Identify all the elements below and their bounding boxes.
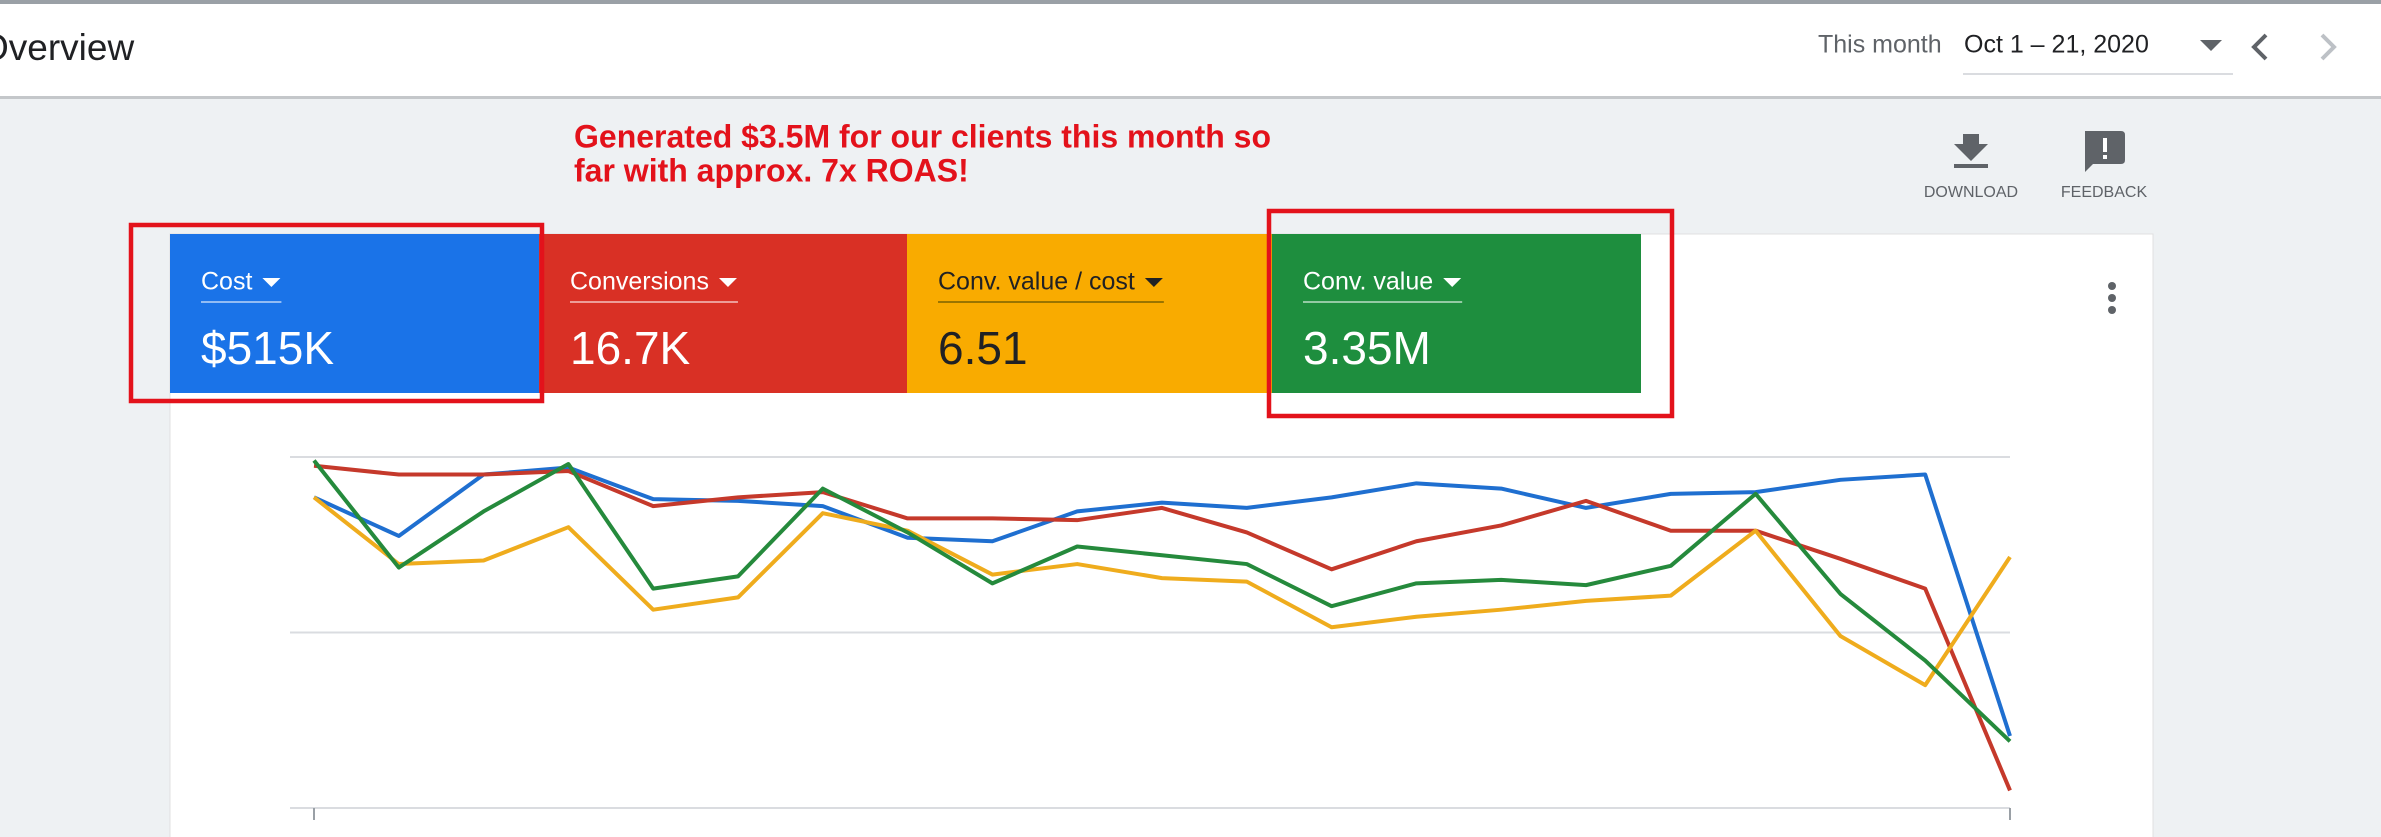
next-button[interactable] [2320,33,2337,61]
metric-tile[interactable] [1272,234,1641,393]
metric-tile[interactable] [170,234,539,393]
range-value[interactable]: Oct 1 – 21, 2020 [1964,31,2149,59]
metric-value: 6.51 [938,322,1028,374]
metric-dropdown[interactable] [1144,278,1163,287]
range-label: This month [1818,31,1942,59]
download-label[interactable]: DOWNLOAD [1924,184,2018,201]
metric-value: 3.35M [1303,322,1431,374]
page-title: Overview [0,27,134,68]
metric-tiles: Cost $515K Conversions 16.7K Conv. value / c… [170,234,1641,393]
metric-dropdown[interactable] [718,278,737,287]
header-shadow [0,96,2381,99]
metric-label[interactable]: Conv. value / cost [938,268,1135,296]
plot: Oct 1, 2020Oct 21, 2020 [290,456,2012,820]
highlight-box [128,222,545,404]
metric-dropdown[interactable] [262,278,281,287]
metric-tile[interactable] [539,234,907,393]
metric-label[interactable]: Cost [201,268,252,296]
series-line [313,465,2012,737]
feedback-label[interactable]: FEEDBACK [2061,184,2148,201]
prev-button[interactable] [2251,33,2268,61]
metric-tile[interactable] [907,234,1272,393]
annotation-line: Generated $3.5M for our clients this mon… [574,118,1271,154]
series-line [312,495,2012,688]
header-bar [0,0,2381,96]
series-line [312,459,2012,743]
metric-label[interactable]: Conversions [570,268,709,296]
metric-value: $515K [201,322,334,374]
feedback-icon[interactable] [2085,131,2125,172]
top-shadow [0,0,2381,4]
metric-dropdown[interactable] [1443,278,1462,287]
metric-value: 16.7K [570,322,691,374]
highlight-box [1266,208,1675,419]
more-menu[interactable] [2108,282,2116,314]
range-dropdown[interactable] [2200,40,2222,51]
series-line [313,463,2012,792]
download-icon[interactable] [1954,134,1988,168]
annotation-line: far with approx. 7x ROAS! [574,152,969,188]
metric-label[interactable]: Conv. value [1303,268,1433,296]
